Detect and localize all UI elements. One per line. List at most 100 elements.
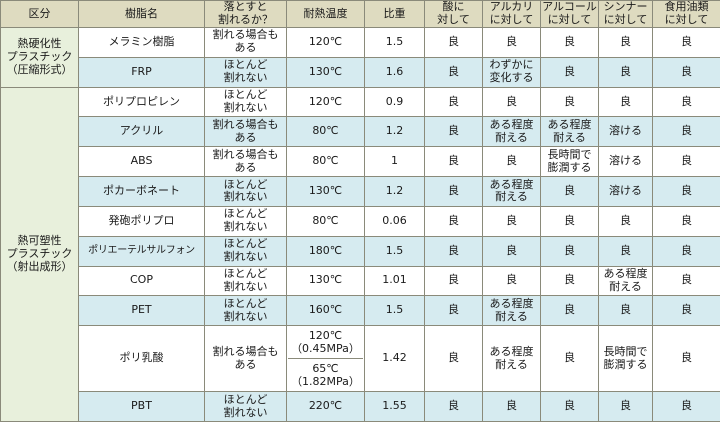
alcohol-resistance-cell: 良	[540, 27, 599, 58]
drop-line2: 割れない	[223, 220, 268, 234]
alkali-line1: ある程度	[489, 117, 534, 131]
heat-temp-cell: 120℃	[286, 86, 365, 118]
column-header-drop-breakage-line1: 落とすと	[223, 0, 268, 14]
thinner-resistance-cell: 良	[598, 56, 653, 88]
drop-line2: 割れない	[223, 405, 268, 419]
table-header: 区分 樹脂名 落とすと 割れるか？ 耐熱温度 比重 酸に 対して アルカリ に対…	[0, 0, 720, 28]
column-header-drop-breakage-line2: 割れるか？	[218, 13, 273, 26]
column-header-alkali-resistance: アルカリ に対して	[482, 0, 541, 28]
category-thermoplastic-line3: （射出成形）	[6, 259, 73, 273]
thinner-resistance-cell: 溶ける	[598, 176, 653, 207]
resin-name-cell: ポリプロピレン	[78, 86, 205, 118]
column-header-thinner-line1: シンナー	[603, 0, 648, 14]
alkali-resistance-cell: 良	[482, 146, 541, 178]
alkali-resistance-cell: 良	[482, 86, 541, 118]
drop-line2: 割れない	[223, 71, 268, 85]
drop-line1: 割れる場合も	[212, 28, 279, 42]
drop-breakage-cell: ほとんど 割れない	[204, 235, 287, 267]
heat-temp-cell: 220℃	[286, 391, 365, 422]
acid-resistance-cell: 良	[424, 295, 483, 327]
resin-name-cell: PBT	[78, 391, 205, 422]
acid-resistance-cell: 良	[424, 235, 483, 267]
table-row: 熱硬化性 プラスチック （圧縮形式） メラミン樹脂 割れる場合も ある 120℃…	[0, 27, 720, 88]
alcohol-resistance-cell: 良	[540, 205, 599, 237]
category-cell-thermoset: 熱硬化性 プラスチック （圧縮形式）	[0, 27, 79, 88]
thinner-line2: 耐える	[609, 279, 642, 293]
column-header-resin-name: 樹脂名	[78, 0, 205, 28]
column-header-alcohol-line1: アルコール	[542, 0, 597, 14]
drop-line1: 割れる場合も	[212, 344, 279, 358]
alkali-line1: ある程度	[489, 296, 534, 310]
alkali-resistance-cell: ある程度 耐える	[482, 176, 541, 207]
drop-line1: ほとんど	[223, 207, 268, 221]
table-row: 発砲ポリプロ ほとんど 割れない 80℃ 0.06 良 良 良 良 良	[1, 205, 720, 237]
column-header-drop-breakage: 落とすと 割れるか？	[204, 0, 287, 28]
table-row: ポリ乳酸 割れる場合も ある 120℃ （0.45MPa）	[1, 325, 720, 393]
table-row: ABS 割れる場合も ある 80℃ 1 良 良 長時間で 膨潤する 溶ける 良	[1, 146, 720, 178]
resin-name-cell: ポリエーテルサルフォン	[78, 235, 205, 267]
acid-resistance-cell: 良	[424, 27, 483, 58]
drop-line1: ほとんど	[223, 237, 268, 251]
alkali-resistance-cell: ある程度 耐える	[482, 116, 541, 148]
specific-gravity-cell: 1.5	[364, 235, 425, 267]
heat-temp-variant-a: 120℃ （0.45MPa）	[288, 326, 363, 360]
category-thermoplastic-line2: プラスチック	[6, 246, 73, 260]
oil-resistance-cell: 良	[652, 176, 720, 207]
specific-gravity-cell: 1.2	[364, 176, 425, 207]
column-header-alcohol-line2: に対して	[547, 13, 592, 26]
drop-line2: 割れない	[223, 190, 268, 204]
alkali-resistance-cell: 良	[482, 235, 541, 267]
alcohol-line1: 長時間で	[547, 147, 592, 161]
table-row: ポカーボネート ほとんど 割れない 130℃ 1.2 良 ある程度 耐える 良 …	[1, 176, 720, 207]
oil-resistance-cell: 良	[652, 146, 720, 178]
drop-line1: 割れる場合も	[212, 117, 279, 131]
drop-breakage-cell: ほとんど 割れない	[204, 205, 287, 237]
alkali-resistance-cell: ある程度 耐える	[482, 325, 541, 393]
table-row: FRP ほとんど 割れない 130℃ 1.6 良 わずかに 変化する 良 良 良	[1, 56, 720, 88]
specific-gravity-cell: 1.2	[364, 116, 425, 148]
thinner-line1: ある程度	[603, 266, 648, 280]
drop-line1: ほとんど	[223, 392, 268, 406]
heat-b-line2: （1.82MPa）	[291, 375, 360, 389]
heat-temp-cell: 180℃	[286, 235, 365, 267]
oil-resistance-cell: 良	[652, 56, 720, 88]
heat-a-line1: 120℃	[308, 328, 343, 342]
thinner-resistance-cell: 良	[598, 235, 653, 267]
heat-temp-cell: 160℃	[286, 295, 365, 327]
alcohol-line2: 膨潤する	[547, 160, 592, 174]
column-header-cooking-oil-resistance: 食用油類 に対して	[652, 0, 720, 28]
thinner-resistance-cell: 良	[598, 205, 653, 237]
acid-resistance-cell: 良	[424, 265, 483, 297]
alcohol-resistance-cell: 良	[540, 295, 599, 327]
specific-gravity-cell: 1.6	[364, 56, 425, 88]
drop-breakage-cell: ほとんど 割れない	[204, 265, 287, 297]
header-row: 区分 樹脂名 落とすと 割れるか？ 耐熱温度 比重 酸に 対して アルカリ に対…	[0, 0, 720, 28]
thinner-resistance-cell: 良	[598, 86, 653, 118]
alcohol-resistance-cell: 良	[540, 56, 599, 88]
acid-resistance-cell: 良	[424, 146, 483, 178]
thinner-resistance-cell: 良	[598, 27, 653, 58]
thinner-resistance-cell: 長時間で 膨潤する	[598, 325, 653, 393]
column-header-alkali-line2: に対して	[489, 13, 534, 26]
alcohol-resistance-cell: 長時間で 膨潤する	[540, 146, 599, 178]
specific-gravity-cell: 1.01	[364, 265, 425, 297]
column-header-thinner-line2: に対して	[603, 13, 648, 26]
alkali-resistance-cell: わずかに 変化する	[482, 56, 541, 88]
drop-line2: ある	[234, 160, 257, 174]
alkali-line1: わずかに	[489, 58, 534, 72]
acid-resistance-cell: 良	[424, 205, 483, 237]
heat-temp-cell: 80℃	[286, 205, 365, 237]
drop-line2: 割れない	[223, 279, 268, 293]
alkali-line2: 耐える	[495, 309, 528, 323]
column-header-acid-line2: 対して	[437, 13, 470, 26]
category-thermoset-line1: 熱硬化性	[17, 36, 62, 50]
alkali-line1: ある程度	[489, 177, 534, 191]
alcohol-resistance-cell: ある程度 耐える	[540, 116, 599, 148]
drop-line1: ほとんど	[223, 177, 268, 191]
alcohol-resistance-cell: 良	[540, 86, 599, 118]
drop-line2: ある	[234, 41, 257, 55]
resin-name-cell: PET	[78, 295, 205, 327]
alcohol-resistance-cell: 良	[540, 325, 599, 393]
heat-temp-cell: 80℃	[286, 146, 365, 178]
